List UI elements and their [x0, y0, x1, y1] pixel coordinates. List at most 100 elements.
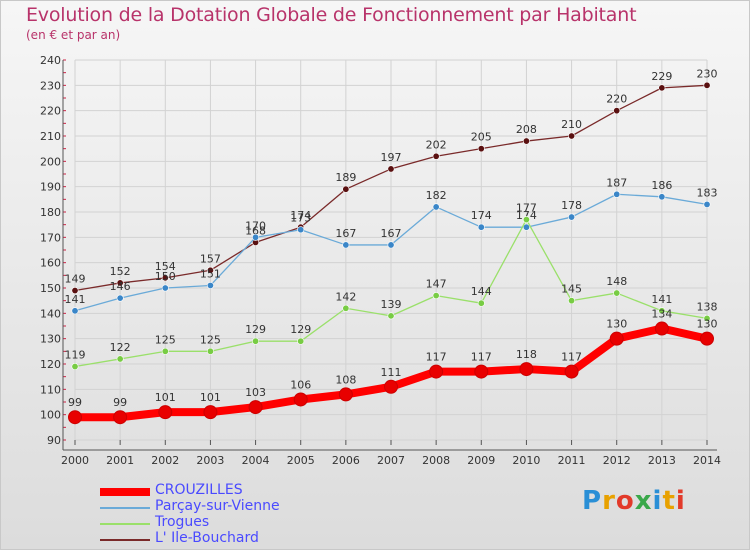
data-label: 125 [155, 333, 176, 346]
x-tick-label: 2013 [648, 454, 676, 467]
logo-letter: o [615, 486, 635, 516]
data-label: 134 [651, 308, 672, 321]
data-point [248, 400, 263, 415]
data-point [206, 266, 214, 274]
data-point [613, 107, 621, 115]
data-point [474, 364, 489, 379]
data-point [68, 410, 82, 425]
data-point [568, 297, 576, 305]
data-point [338, 387, 353, 402]
data-point [203, 405, 218, 420]
data-point [568, 213, 576, 221]
data-point [432, 152, 440, 160]
data-label: 117 [561, 351, 582, 364]
data-point [522, 216, 530, 224]
x-tick-label: 2002 [151, 454, 179, 467]
data-label: 173 [290, 212, 311, 225]
data-point [387, 241, 395, 249]
data-label: 205 [471, 131, 492, 144]
x-tick-label: 2010 [512, 454, 540, 467]
data-point [342, 185, 350, 193]
data-label: 129 [245, 323, 266, 336]
data-label: 177 [516, 202, 537, 215]
data-point [293, 392, 308, 407]
data-point [158, 405, 173, 420]
data-point [384, 379, 398, 394]
data-label: 142 [335, 290, 356, 303]
data-label: 167 [335, 227, 356, 240]
legend-swatch [100, 523, 150, 525]
data-point [71, 363, 79, 371]
data-point [609, 331, 624, 346]
data-point [613, 190, 621, 198]
data-label: 208 [516, 123, 537, 136]
y-tick-label: 180 [40, 206, 61, 219]
data-point [387, 312, 395, 320]
data-label: 157 [200, 252, 221, 265]
data-label: 174 [516, 209, 537, 222]
data-label: 99 [68, 396, 82, 409]
data-point [564, 364, 579, 379]
data-point [658, 307, 666, 315]
data-point [477, 223, 485, 231]
y-tick-label: 210 [40, 130, 61, 143]
legend-swatch [100, 539, 150, 541]
logo-letter: r [602, 486, 616, 516]
data-point [342, 304, 350, 312]
data-point [113, 410, 128, 425]
data-point [568, 132, 576, 140]
y-tick-label: 170 [40, 231, 61, 244]
x-tick-label: 2004 [242, 454, 270, 467]
data-label: 147 [426, 278, 447, 291]
data-point [432, 292, 440, 300]
logo-letter: t [662, 486, 676, 516]
data-label: 154 [155, 260, 176, 273]
data-label: 150 [155, 270, 176, 283]
data-label: 130 [697, 318, 718, 331]
data-label: 189 [335, 171, 356, 184]
data-label: 220 [606, 93, 627, 106]
data-label: 149 [65, 273, 86, 286]
data-label: 146 [110, 280, 131, 293]
data-point [206, 347, 214, 355]
data-label: 138 [697, 300, 718, 313]
data-point [700, 331, 714, 346]
y-tick-label: 150 [40, 282, 61, 295]
data-point [116, 279, 124, 287]
data-point [161, 347, 169, 355]
data-point [206, 281, 214, 289]
data-label: 119 [65, 349, 86, 362]
data-label: 182 [426, 189, 447, 202]
chart-subtitle: (en € et par an) [26, 28, 121, 42]
logo-letter: i [652, 486, 663, 516]
legend-swatch [100, 488, 150, 496]
logo-letter: P [582, 486, 603, 516]
data-label: 129 [290, 323, 311, 336]
data-label: 167 [381, 227, 402, 240]
data-label: 230 [697, 67, 718, 80]
data-point [522, 223, 530, 231]
data-label: 145 [561, 283, 582, 296]
data-label: 117 [426, 351, 447, 364]
y-tick-label: 140 [40, 307, 61, 320]
data-label: 101 [200, 391, 221, 404]
x-tick-label: 2005 [287, 454, 315, 467]
x-tick-label: 2003 [196, 454, 224, 467]
y-tick-label: 240 [40, 54, 61, 67]
legend-label: L' Ile-Bouchard [155, 530, 259, 546]
data-point [342, 241, 350, 249]
data-point [252, 337, 260, 345]
data-label: 210 [561, 118, 582, 131]
data-label: 141 [65, 293, 86, 306]
chart-title: Evolution de la Dotation Globale de Fonc… [26, 4, 637, 26]
data-point [613, 289, 621, 297]
data-point [658, 193, 666, 201]
data-point [297, 226, 305, 234]
x-tick-label: 2012 [603, 454, 631, 467]
data-label: 101 [155, 391, 176, 404]
data-label: 183 [697, 186, 718, 199]
data-label: 174 [471, 209, 492, 222]
data-label: 178 [561, 199, 582, 212]
data-label: 174 [290, 209, 311, 222]
